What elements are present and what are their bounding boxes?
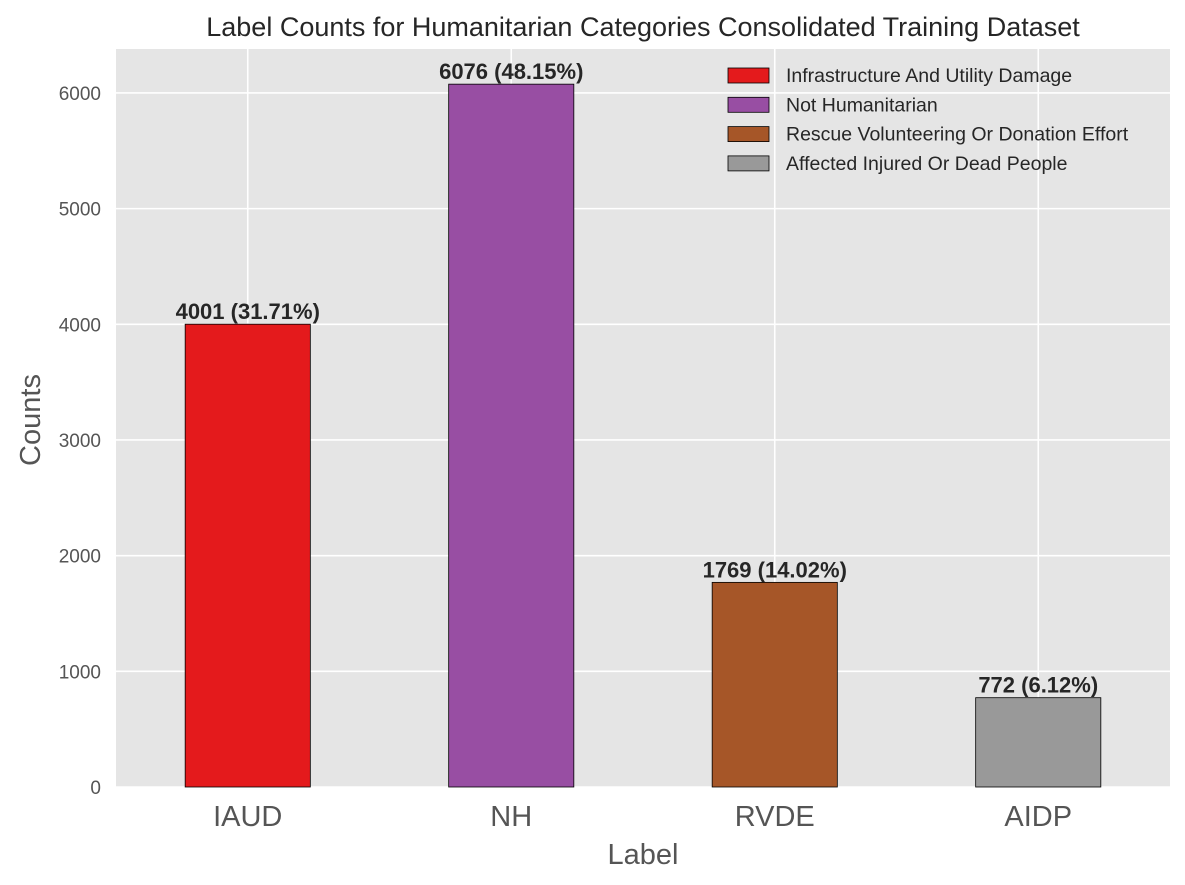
- y-tick-label: 1000: [59, 662, 101, 683]
- x-tick-label: NH: [490, 801, 532, 833]
- x-tick-label: IAUD: [213, 801, 282, 833]
- x-axis-label: Label: [608, 839, 679, 871]
- y-tick-label: 6000: [59, 84, 101, 105]
- y-axis-label: Counts: [15, 374, 47, 466]
- y-axis-ticks: 0 1000 2000 3000 4000 5000 6000: [59, 84, 101, 799]
- bar-iaud: [184, 323, 311, 788]
- bar-aidp: [975, 697, 1102, 788]
- bar-value-label: 4001 (31.71%): [176, 299, 320, 324]
- legend-swatch: [727, 96, 770, 113]
- legend-label: Rescue Volunteering Or Donation Effort: [786, 124, 1129, 146]
- y-tick-label: 5000: [59, 200, 101, 221]
- y-tick-label: 3000: [59, 431, 101, 452]
- bar-value-label: 1769 (14.02%): [703, 557, 847, 582]
- legend-swatch: [727, 155, 770, 172]
- legend-label: Infrastructure And Utility Damage: [786, 65, 1072, 87]
- y-tick-label: 0: [90, 778, 101, 799]
- legend: Infrastructure And Utility Damage Not Hum…: [727, 65, 1129, 175]
- y-tick-label: 4000: [59, 315, 101, 336]
- legend-swatch: [727, 67, 770, 84]
- x-tick-label: AIDP: [1004, 801, 1072, 833]
- bar-rvde: [711, 581, 838, 788]
- bar-nh: [448, 83, 575, 788]
- x-axis-ticks: IAUD NH RVDE AIDP: [213, 801, 1072, 833]
- legend-swatch: [727, 126, 770, 142]
- bars: 4001 (31.71%) 6076 (48.15%) 1769 (14.02%) 7…: [176, 59, 1102, 788]
- chart-title: Label Counts for Humanitarian Categories…: [206, 12, 1080, 42]
- bar-value-label: 772 (6.12%): [978, 673, 1098, 698]
- bar-value-label: 6076 (48.15%): [439, 59, 583, 84]
- y-tick-label: 2000: [59, 547, 101, 568]
- legend-label: Affected Injured Or Dead People: [786, 153, 1067, 175]
- x-tick-label: RVDE: [735, 801, 815, 833]
- legend-label: Not Humanitarian: [786, 94, 938, 116]
